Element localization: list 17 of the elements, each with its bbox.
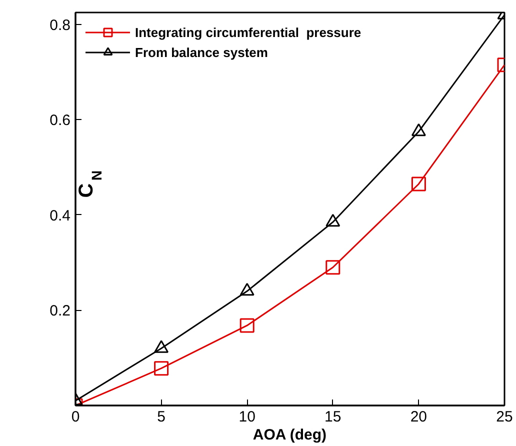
y-axis-title: CN [76, 170, 104, 198]
point [326, 214, 340, 227]
y-tick-label: 0.8 [50, 16, 71, 34]
y-tick-label: 0.6 [50, 112, 71, 130]
legend-label: From balance system [135, 44, 268, 60]
point [326, 260, 340, 275]
x-tick-label: 5 [157, 408, 166, 426]
y-tick-label: 0.2 [50, 302, 71, 320]
x-tick-label: 0 [71, 408, 80, 426]
y-tick-label: 0.4 [50, 207, 71, 224]
x-tick-label: 10 [238, 408, 256, 426]
legend-label: Integrating circumferential pressure [135, 24, 362, 40]
x-tick-label: 20 [410, 408, 428, 426]
point [240, 282, 254, 296]
x-tick-label: 25 [496, 408, 513, 426]
x-axis-title: AOA (deg) [252, 426, 327, 444]
x-tick-label: 15 [324, 408, 342, 426]
